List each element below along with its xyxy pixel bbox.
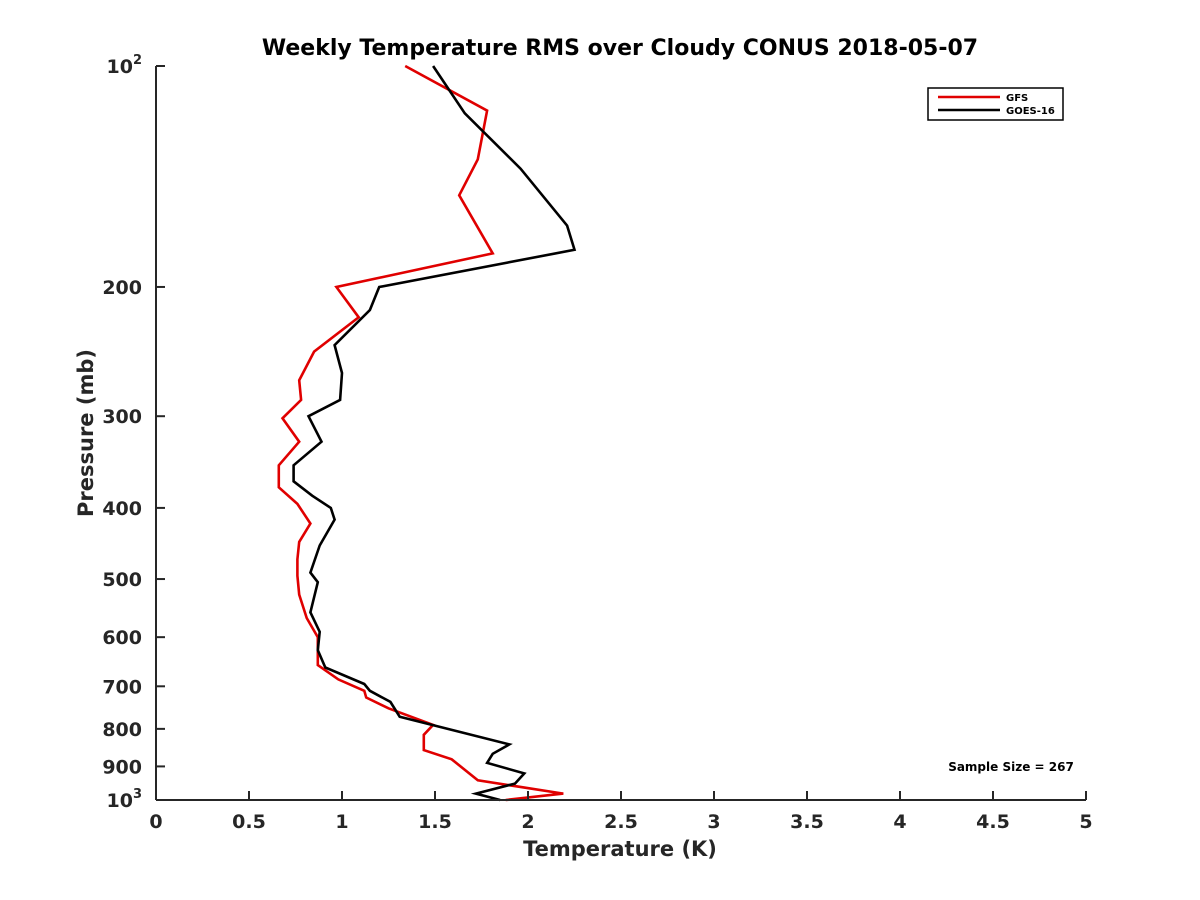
y-tick-label: 102 bbox=[107, 53, 143, 78]
x-tick-label: 2.5 bbox=[604, 811, 638, 833]
x-tick-label: 1.5 bbox=[418, 811, 452, 833]
y-tick-label: 900 bbox=[102, 756, 142, 778]
series-line-gfs bbox=[277, 64, 564, 802]
x-tick-label: 2 bbox=[521, 811, 534, 833]
legend-label-gfs: GFS bbox=[1006, 93, 1028, 104]
x-tick-label: 4 bbox=[893, 811, 906, 833]
y-tick-label: 200 bbox=[102, 277, 142, 299]
axes: 0 0.5 1 1.5 2 2.5 3 3.5 4 4.5 5 102 200 300 400 500 600 7… bbox=[102, 53, 1092, 833]
y-tick-label: 300 bbox=[102, 406, 142, 428]
chart-title: Weekly Temperature RMS over Cloudy CONUS… bbox=[262, 36, 978, 61]
y-tick-label: 600 bbox=[102, 627, 142, 649]
legend-label-goes-16: GOES-16 bbox=[1006, 106, 1055, 117]
legend: GFS GOES-16 bbox=[927, 87, 1064, 121]
y-tick-label: 103 bbox=[107, 787, 143, 812]
x-tick-label: 0.5 bbox=[232, 811, 266, 833]
x-axis-label: Temperature (K) bbox=[523, 837, 717, 861]
y-tick-label: 400 bbox=[102, 498, 142, 520]
y-tick-label: 500 bbox=[102, 569, 142, 591]
x-tick-label: 5 bbox=[1079, 811, 1092, 833]
x-tick-label: 3 bbox=[707, 811, 720, 833]
y-tick-label: 700 bbox=[102, 676, 142, 698]
sample-size-annotation: Sample Size = 267 bbox=[948, 760, 1074, 774]
x-tick-label: 1 bbox=[335, 811, 348, 833]
y-axis-label: Pressure (mb) bbox=[74, 349, 98, 517]
x-tick-label: 0 bbox=[149, 811, 162, 833]
x-tick-label: 3.5 bbox=[790, 811, 824, 833]
y-tick-label: 800 bbox=[102, 719, 142, 741]
x-tick-label: 4.5 bbox=[976, 811, 1010, 833]
series-line-goes-16 bbox=[292, 65, 577, 802]
legend-box bbox=[927, 87, 1064, 121]
plot-area bbox=[277, 64, 577, 802]
